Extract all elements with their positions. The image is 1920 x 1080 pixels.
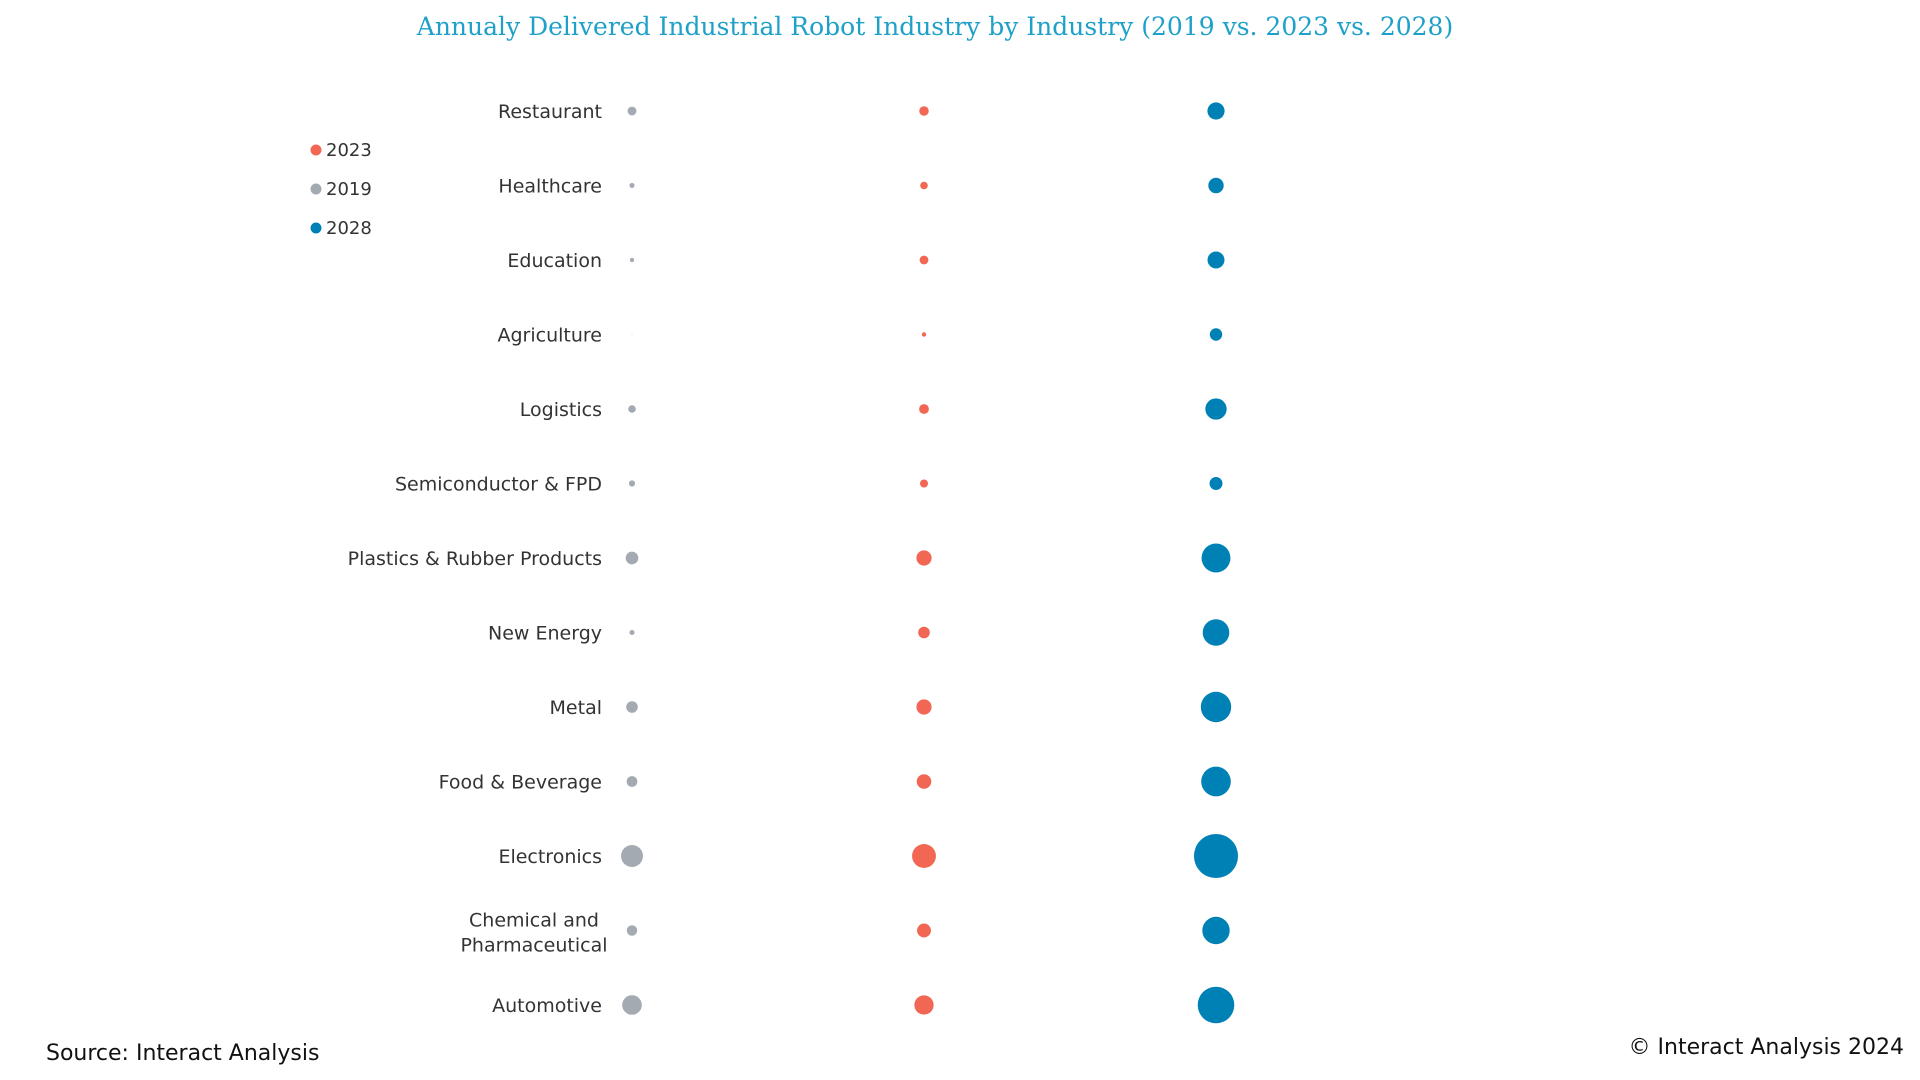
bubble-2023-restaurant bbox=[919, 106, 929, 116]
category-label-plastics-and-rubber-products: Plastics & Rubber Products bbox=[348, 548, 602, 570]
bubble-2019-new-energy bbox=[629, 629, 635, 636]
bubble-2028-food-and-beverage bbox=[1201, 766, 1231, 797]
bubble-2023-electronics bbox=[912, 844, 936, 868]
bubble-2028-healthcare bbox=[1208, 177, 1224, 194]
bubble-2019-plastics-and-rubber-products bbox=[625, 551, 639, 565]
category-labels: Restaurant Healthcare Education Agriculture… bbox=[348, 101, 608, 1017]
category-label-electronics: Electronics bbox=[498, 846, 602, 868]
bubble-2023-metal bbox=[916, 699, 932, 715]
legend-marker-2023 bbox=[310, 144, 322, 156]
legend: 2023 2019 2028 bbox=[310, 140, 372, 239]
bubble-2028-metal bbox=[1200, 691, 1232, 723]
bubble-2023-food-and-beverage bbox=[916, 774, 932, 789]
bubble-2028-chemical-and-pharmaceutical bbox=[1202, 916, 1230, 945]
category-label-semiconductor-and-fpd: Semiconductor & FPD bbox=[395, 474, 602, 496]
bubble-2019-chemical-and-pharmaceutical bbox=[626, 925, 638, 936]
legend-marker-2028 bbox=[310, 222, 322, 234]
bubble-2028-electronics bbox=[1193, 833, 1239, 879]
bubble-2023-chemical-and-pharmaceutical bbox=[917, 923, 931, 938]
bubble-2023-education bbox=[919, 255, 929, 265]
bubble-2028-automotive bbox=[1197, 986, 1235, 1024]
chart-title: Annualy Delivered Industrial Robot Indus… bbox=[416, 12, 1453, 41]
bubble-2019-automotive bbox=[622, 995, 642, 1015]
bubble-2028-restaurant bbox=[1207, 102, 1225, 120]
bubble-2028-education bbox=[1207, 251, 1225, 269]
bubble-2028-logistics bbox=[1205, 398, 1227, 420]
category-label-food-and-beverage: Food & Beverage bbox=[439, 772, 602, 794]
bubble-2019-electronics bbox=[621, 845, 643, 867]
category-label-agriculture: Agriculture bbox=[498, 325, 603, 347]
bubble-2023-automotive bbox=[914, 995, 934, 1015]
category-label-new-energy: New Energy bbox=[488, 623, 602, 645]
source-note: Source: Interact Analysis bbox=[46, 1041, 319, 1066]
bubble-2028-new-energy bbox=[1202, 619, 1230, 646]
legend-label-2019: 2019 bbox=[326, 179, 372, 200]
bubbles bbox=[621, 102, 1239, 1024]
bubble-2023-plastics-and-rubber-products bbox=[916, 550, 932, 566]
bubble-2019-restaurant bbox=[627, 106, 637, 116]
legend-marker-2019 bbox=[310, 183, 322, 195]
category-label-logistics: Logistics bbox=[520, 399, 602, 421]
category-label-chemical-and-pharmaceutical: Chemical and Pharmaceutical bbox=[460, 910, 607, 957]
category-label-healthcare: Healthcare bbox=[498, 176, 602, 198]
bubble-2019-metal bbox=[626, 701, 638, 713]
bubble-2019-food-and-beverage bbox=[626, 776, 638, 787]
bubble-2023-new-energy bbox=[918, 626, 930, 639]
copyright-note: © Interact Analysis 2024 bbox=[1629, 1035, 1904, 1060]
category-label-automotive: Automotive bbox=[492, 995, 602, 1017]
bubble-2028-agriculture bbox=[1209, 328, 1223, 341]
bubble-2019-semiconductor-and-fpd bbox=[628, 480, 636, 487]
bubble-2023-healthcare bbox=[920, 181, 928, 190]
category-label-education: Education bbox=[507, 250, 602, 272]
bubble-2019-education bbox=[629, 257, 635, 263]
bubble-2023-semiconductor-and-fpd bbox=[920, 479, 928, 488]
bubble-2028-semiconductor-and-fpd bbox=[1209, 477, 1223, 490]
bubble-2028-plastics-and-rubber-products bbox=[1201, 543, 1231, 573]
bubble-2019-healthcare bbox=[629, 182, 635, 189]
category-label-restaurant: Restaurant bbox=[498, 101, 602, 123]
bubble-2023-agriculture bbox=[921, 332, 927, 337]
bubble-2023-logistics bbox=[919, 404, 929, 414]
bubble-2019-logistics bbox=[628, 405, 636, 413]
legend-label-2023: 2023 bbox=[326, 140, 372, 161]
legend-label-2028: 2028 bbox=[326, 218, 372, 239]
bubble-2019-agriculture bbox=[631, 333, 633, 336]
category-label-metal: Metal bbox=[550, 697, 602, 719]
